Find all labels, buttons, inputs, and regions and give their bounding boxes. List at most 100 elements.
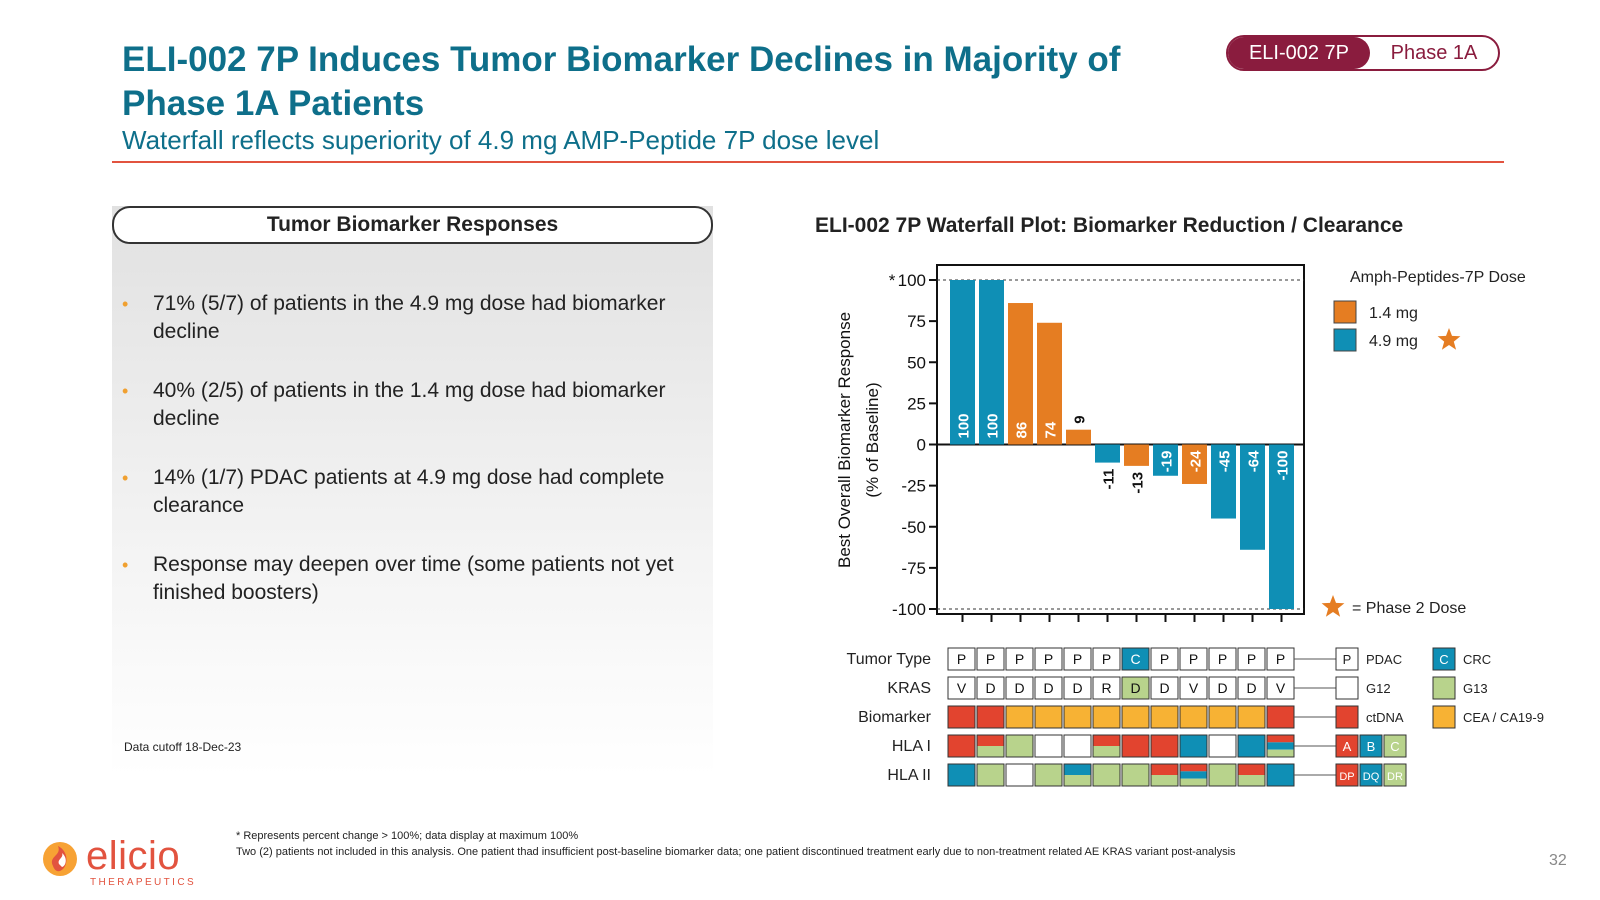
track-legend-swatch (1335, 705, 1359, 729)
track-label: HLA I (892, 738, 931, 755)
bar-value-label: -24 (1188, 450, 1205, 472)
legend-label: 4.9 mg (1369, 333, 1418, 350)
track-cell-segment (1151, 775, 1178, 786)
track-legend-label: PDAC (1366, 652, 1402, 667)
bullet-icon: • (122, 555, 129, 575)
bar-value-label: 100 (985, 413, 1002, 438)
track-cell-segment (977, 735, 1004, 746)
track-cell (1063, 647, 1092, 671)
hla-legend-swatch (1383, 763, 1407, 787)
hla-legend-swatch (1335, 734, 1359, 758)
bullet-icon: • (122, 381, 129, 401)
hla-legend-key: DQ (1363, 771, 1380, 783)
bar-value-label: -19 (1159, 451, 1176, 473)
track-cell-segment (1122, 764, 1149, 786)
logo-subtitle: THERAPEUTICS (90, 877, 197, 888)
track-cell (1179, 734, 1208, 758)
track-cell-label: V (1276, 680, 1286, 696)
y-axis-label: Best Overall Biomarker Response (835, 312, 854, 568)
track-cell-segment (1267, 735, 1294, 743)
y-tick-label: 75 (907, 312, 926, 331)
track-cell-segment (1006, 735, 1033, 757)
track-cell (1005, 705, 1034, 729)
track-cell (1208, 734, 1237, 758)
responses-list: • 71% (5/7) of patients in the 4.9 mg dos… (122, 290, 702, 638)
bullet-icon: • (122, 468, 129, 488)
y-tick-label: -75 (901, 559, 926, 578)
track-cell-segment (1151, 735, 1178, 757)
track-cell (1150, 763, 1179, 787)
track-cell-label: P (1102, 651, 1111, 667)
track-cell (1208, 763, 1237, 787)
bar-value-label: 100 (956, 413, 973, 438)
track-cell (976, 763, 1005, 787)
track-legend-key: P (1343, 652, 1352, 667)
track-cell (1121, 676, 1150, 700)
plot-frame (936, 264, 1305, 615)
track-cell (976, 676, 1005, 700)
logo-flame-icon (43, 842, 77, 876)
hla-legend-key: B (1367, 739, 1376, 754)
track-cell (1237, 763, 1266, 787)
track-cell (976, 734, 1005, 758)
track-cell-label: P (1276, 651, 1285, 667)
track-cell-segment (1238, 735, 1265, 757)
track-cell-segment (1267, 742, 1294, 750)
track-cell-segment (1035, 764, 1062, 786)
track-cell-segment (1180, 771, 1207, 779)
track-cell-segment (1238, 764, 1265, 775)
page-subtitle: Waterfall reflects superiority of 4.9 mg… (122, 125, 880, 155)
track-cell-label: C (1130, 651, 1140, 667)
bar-value-label: -100 (1275, 451, 1292, 481)
y-tick-label: -25 (901, 477, 926, 496)
bar-value-label: -11 (1101, 469, 1118, 490)
waterfall-bar (1153, 444, 1178, 476)
track-cell (1237, 676, 1266, 700)
track-cell-segment (948, 735, 975, 757)
track-legend-swatch (1432, 676, 1456, 700)
waterfall-bar (1095, 444, 1120, 463)
track-cell-label: D (1072, 680, 1082, 696)
track-cell (947, 734, 976, 758)
page-title: ELI-002 7P Induces Tumor Biomarker Decli… (122, 40, 1121, 123)
track-cell-label: V (957, 680, 967, 696)
track-cell (1092, 676, 1121, 700)
waterfall-bar (1124, 444, 1149, 466)
track-cell (1208, 676, 1237, 700)
track-cell-label: V (1189, 680, 1199, 696)
waterfall-bar (1182, 444, 1207, 484)
hla-legend-swatch (1335, 763, 1359, 787)
track-cell-segment (977, 764, 1004, 786)
track-legend-label: G12 (1366, 681, 1391, 696)
track-cell (976, 647, 1005, 671)
track-cell-segment (1267, 764, 1294, 786)
track-legend-key: C (1439, 652, 1448, 667)
data-cutoff: Data cutoff 18-Dec-23 (124, 740, 242, 754)
list-item: • Response may deepen over time (some pat… (122, 551, 702, 607)
track-cell-label: P (1218, 651, 1227, 667)
track-cell (1121, 763, 1150, 787)
track-cell (1034, 647, 1063, 671)
y-tick-label: -100 (892, 600, 926, 619)
track-cell (1034, 676, 1063, 700)
waterfall-bar (1008, 303, 1033, 445)
track-cell-label: D (1217, 680, 1227, 696)
track-cell-segment (1122, 735, 1149, 757)
track-cell-segment (1064, 775, 1091, 786)
track-cell-label: P (1073, 651, 1082, 667)
track-cell (947, 676, 976, 700)
bar-value-label: -64 (1246, 450, 1263, 472)
track-cell-label: P (1189, 651, 1198, 667)
track-cell-segment (1180, 764, 1207, 772)
track-cell-segment (977, 746, 1004, 757)
waterfall-bar (1211, 444, 1236, 519)
track-cell (1121, 647, 1150, 671)
track-legend-swatch (1335, 647, 1359, 671)
bullet-text: 40% (2/5) of patients in the 1.4 mg dose… (153, 379, 666, 430)
track-label: Tumor Type (847, 651, 932, 668)
bar-value-label: 74 (1043, 421, 1060, 438)
track-cell-segment (1209, 764, 1236, 786)
track-cell-segment (1180, 778, 1207, 786)
track-cell (1237, 734, 1266, 758)
track-cell-label: P (1247, 651, 1256, 667)
